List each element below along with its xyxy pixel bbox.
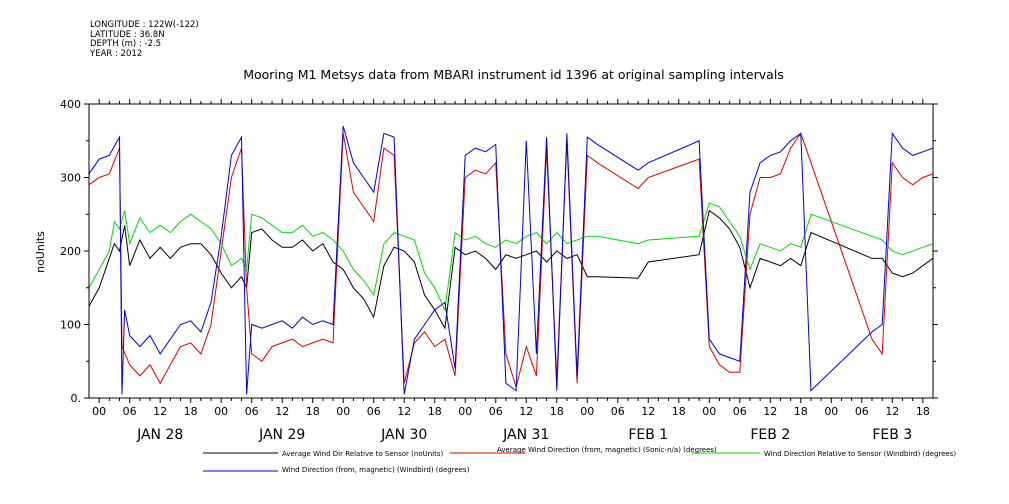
x-hour-label: 18 (916, 405, 930, 418)
x-day-label: JAN 31 (502, 427, 549, 443)
x-hour-label: 18 (672, 405, 686, 418)
x-hour-label: 00 (214, 405, 228, 418)
x-hour-label: 00 (92, 405, 106, 418)
series-layer (89, 125, 933, 395)
x-hour-label: 06 (489, 405, 503, 418)
x-hour-label: 18 (184, 405, 198, 418)
x-hour-label: 06 (855, 405, 869, 418)
x-day-label: FEB 3 (872, 427, 912, 443)
x-hour-label: 12 (519, 405, 533, 418)
x-hour-label: 06 (733, 405, 747, 418)
x-day-label: JAN 29 (258, 427, 305, 443)
x-day-label: FEB 2 (750, 427, 790, 443)
x-hour-label: 12 (153, 405, 167, 418)
y-axis-label: noUnits (34, 231, 47, 273)
x-hour-label: 12 (763, 405, 777, 418)
x-hour-label: 18 (794, 405, 808, 418)
series-line-4 (89, 125, 933, 395)
x-hour-label: 06 (367, 405, 381, 418)
x-day-label: JAN 30 (380, 427, 427, 443)
latitude-label: LATITUDE : 36.8N (90, 29, 165, 40)
y-tick-label: 100 (60, 319, 81, 332)
y-tick-label: 400 (60, 98, 81, 111)
x-hour-label: 12 (641, 405, 655, 418)
series-line-2 (89, 132, 933, 389)
x-hour-label: 00 (702, 405, 716, 418)
y-tick-label: 300 (60, 172, 81, 185)
series-line-1 (89, 209, 933, 330)
y-tick-label: 0. (71, 392, 82, 405)
x-hour-label: 00 (824, 405, 838, 418)
chart-title: Mooring M1 Metsys data from MBARI instru… (243, 67, 784, 82)
x-hour-label: 12 (397, 405, 411, 418)
x-hour-label: 00 (336, 405, 350, 418)
x-day-label: JAN 28 (136, 427, 183, 443)
longitude-label: LONGITUDE : 122W(-122) (90, 20, 199, 30)
x-hour-label: 18 (306, 405, 320, 418)
axes-layer: 0. 100 200 300 400 00 06 12 18 00 06 12 18 00 06 12 18 00… (60, 98, 938, 443)
metadata-block: LONGITUDE : 122W(-122) LATITUDE : 36.8N … (90, 20, 199, 59)
year-label: YEAR : 2012 (90, 48, 143, 59)
x-hour-label: 06 (611, 405, 625, 418)
x-hour-label: 06 (123, 405, 137, 418)
x-hour-label: 00 (580, 405, 594, 418)
x-hour-label: 12 (275, 405, 289, 418)
x-hour-label: 18 (428, 405, 442, 418)
x-day-label: FEB 1 (628, 427, 668, 443)
x-hour-label: 18 (550, 405, 564, 418)
series-line-3 (89, 202, 933, 312)
x-hour-label: 12 (885, 405, 899, 418)
depth-label: DEPTH (m) : -2.5 (90, 39, 162, 49)
x-hour-label: 00 (458, 405, 472, 418)
y-tick-label: 200 (60, 245, 81, 258)
x-hour-label: 06 (245, 405, 259, 418)
